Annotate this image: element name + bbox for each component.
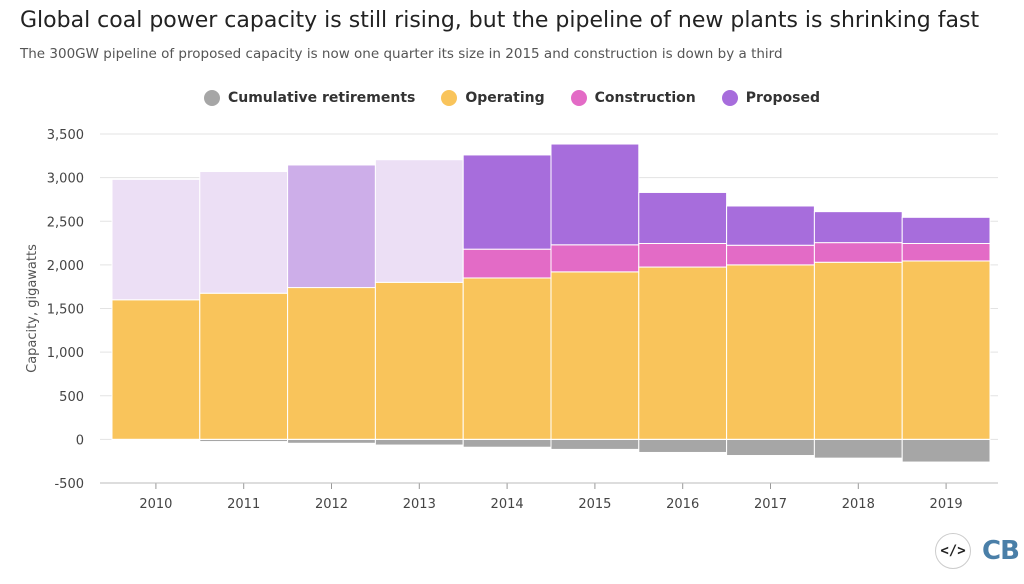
y-tick-label: 1,000 xyxy=(47,346,84,361)
legend-label-construction: Construction xyxy=(594,90,696,106)
bar-retirements-2014 xyxy=(462,438,552,448)
legend-item-retirements[interactable]: Cumulative retirements xyxy=(203,90,416,106)
embed-code-icon[interactable]: </> xyxy=(935,533,971,569)
bar-operating-2013 xyxy=(374,281,464,440)
bar-operating-2017 xyxy=(726,264,815,440)
legend-swatch-retirements xyxy=(203,90,220,106)
bar-retirements-2013 xyxy=(374,438,464,446)
bar-proposed-2011 xyxy=(199,171,289,294)
y-axis-label: Capacity, gigawatts xyxy=(25,244,40,373)
bar-proposed-2015 xyxy=(550,143,640,246)
legend-swatch-operating xyxy=(441,90,458,106)
bar-construction-2018 xyxy=(813,242,903,263)
y-tick-label: 0 xyxy=(76,433,84,448)
bar-construction-2019 xyxy=(901,242,991,262)
bar-construction-2014 xyxy=(462,248,552,279)
bar-operating-2015 xyxy=(550,271,640,440)
legend-swatch-construction xyxy=(570,90,587,106)
chart-subtitle: The 300GW pipeline of proposed capacity … xyxy=(20,46,783,62)
bar-operating-2016 xyxy=(638,266,728,440)
bar-construction-2015 xyxy=(550,244,640,273)
y-tick-label: 2,000 xyxy=(47,259,84,274)
bar-retirements-2012 xyxy=(287,438,376,444)
x-tick-label: 2019 xyxy=(930,497,963,512)
bar-construction-2017 xyxy=(726,244,815,266)
bar-operating-2011 xyxy=(199,292,289,440)
x-tick-label: 2018 xyxy=(842,497,875,512)
bar-retirements-2019 xyxy=(901,438,991,463)
bar-operating-2018 xyxy=(813,261,903,440)
x-tick-label: 2013 xyxy=(403,497,436,512)
y-tick-label: 1,500 xyxy=(47,303,84,318)
y-tick-label: 500 xyxy=(59,390,84,405)
x-tick-label: 2010 xyxy=(139,497,172,512)
bar-retirements-2015 xyxy=(550,438,640,450)
y-tick-label: 2,500 xyxy=(47,215,84,230)
legend-label-retirements: Cumulative retirements xyxy=(227,90,416,106)
bar-construction-2016 xyxy=(638,242,728,268)
carbon-brief-logo: CB xyxy=(982,536,1020,566)
legend-item-proposed[interactable]: Proposed xyxy=(721,90,821,106)
x-tick-label: 2016 xyxy=(666,497,699,512)
bar-retirements-2018 xyxy=(813,438,903,459)
legend-item-construction[interactable]: Construction xyxy=(570,90,696,106)
bar-operating-2019 xyxy=(901,260,991,440)
chart-legend: Cumulative retirements Operating Constru… xyxy=(0,90,1024,106)
bar-retirements-2016 xyxy=(638,438,728,453)
x-tick-label: 2012 xyxy=(315,497,348,512)
bar-proposed-2017 xyxy=(726,205,815,246)
bar-proposed-2018 xyxy=(813,211,903,244)
legend-label-proposed: Proposed xyxy=(745,90,821,106)
bar-proposed-2010 xyxy=(111,178,201,301)
bar-proposed-2014 xyxy=(462,154,552,250)
legend-swatch-proposed xyxy=(721,90,738,106)
bar-proposed-2013 xyxy=(374,159,464,283)
bar-proposed-2012 xyxy=(287,164,376,289)
y-tick-label: -500 xyxy=(54,477,84,492)
bar-operating-2010 xyxy=(111,299,201,440)
chart-title: Global coal power capacity is still risi… xyxy=(20,8,980,33)
bar-proposed-2016 xyxy=(638,191,728,244)
y-tick-label: 3,000 xyxy=(47,172,84,187)
bar-proposed-2019 xyxy=(901,216,991,244)
bar-operating-2014 xyxy=(462,277,552,440)
x-tick-label: 2015 xyxy=(578,497,611,512)
bar-retirements-2017 xyxy=(726,438,815,457)
bar-operating-2012 xyxy=(287,287,376,440)
legend-item-operating[interactable]: Operating xyxy=(441,90,545,106)
x-tick-label: 2014 xyxy=(491,497,524,512)
x-tick-label: 2011 xyxy=(227,497,260,512)
legend-label-operating: Operating xyxy=(465,90,545,106)
x-tick-label: 2017 xyxy=(754,497,787,512)
y-tick-label: 3,500 xyxy=(47,128,84,143)
